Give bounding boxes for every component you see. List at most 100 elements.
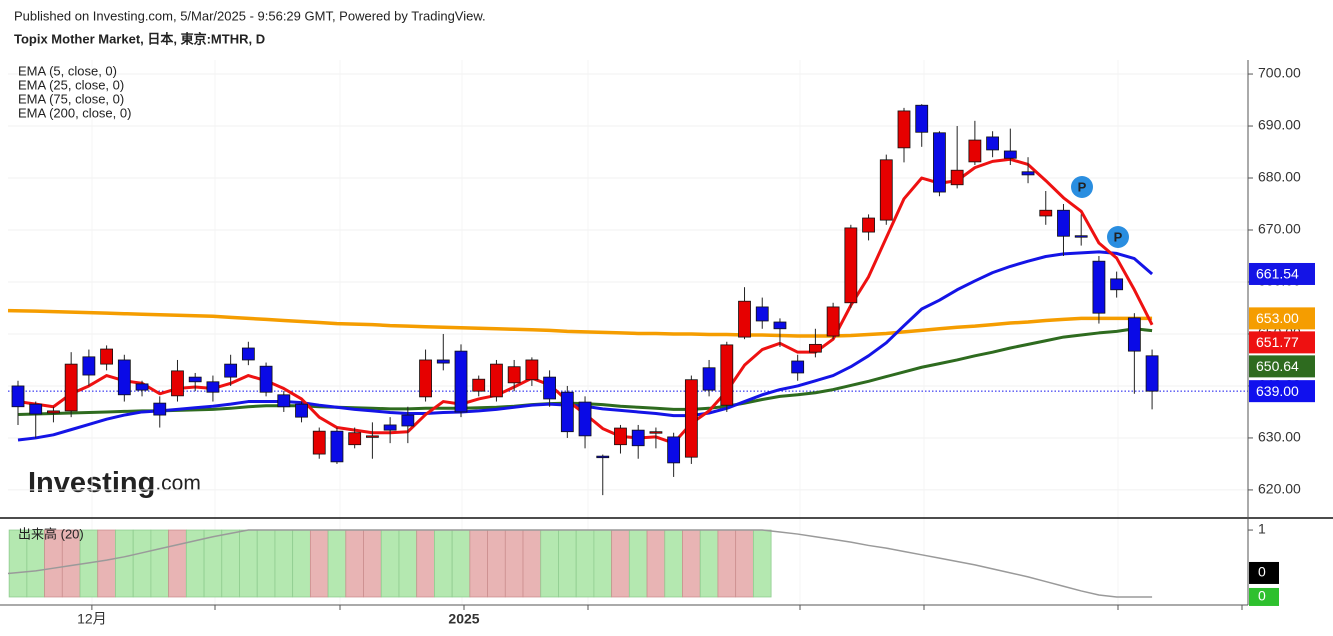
candle-body: [206, 381, 220, 393]
candle-body: [543, 376, 556, 400]
candle-body: [1145, 355, 1159, 392]
candle-body: [1057, 209, 1070, 237]
candle-body: [525, 359, 539, 381]
candle-body: [1110, 278, 1124, 291]
volume-bar: [628, 529, 648, 598]
published-note: Published on Investing.com, 5/Mar/2025 -…: [14, 8, 486, 23]
volume-bar: [487, 529, 506, 598]
candle-body: [614, 427, 627, 446]
candle-body: [844, 227, 858, 304]
candle-body: [401, 414, 415, 427]
candle-body: [578, 401, 592, 437]
candle-body: [117, 359, 131, 396]
price-tag-label: 639.00: [1256, 383, 1299, 399]
candle-body: [472, 378, 486, 392]
candle-body: [720, 344, 734, 406]
chart-title: Topix Mother Market, 日本, 東京:MTHR, D: [14, 31, 265, 46]
volume-bar: [416, 529, 435, 598]
candle-body: [968, 139, 982, 163]
x-tick-label: 2025: [448, 611, 479, 627]
volume-bar: [540, 529, 559, 598]
volume-bar: [469, 529, 488, 598]
ema-line: [7, 308, 1153, 338]
volume-bar: [168, 529, 187, 598]
volume-bar: [593, 529, 613, 598]
candle-body: [436, 359, 450, 364]
candle-body: [365, 435, 379, 438]
volume-bar: [451, 529, 471, 598]
candle-body: [1003, 150, 1017, 159]
price-tag: [1249, 355, 1315, 378]
candle-body: [259, 365, 273, 393]
price-tag: [1249, 331, 1315, 354]
y-tick-label: 670.00: [1258, 221, 1301, 237]
volume-tag-label: 0: [1258, 588, 1266, 604]
price-tag-label: 651.77: [1256, 334, 1299, 350]
price-tag: [1249, 262, 1315, 285]
candle-body: [755, 306, 769, 322]
legend-entry: EMA (25, close, 0): [18, 77, 124, 92]
volume-bar: [522, 529, 542, 598]
volume-bar: [150, 529, 170, 598]
volume-label: 出来高 (20): [18, 526, 84, 541]
volume-bar: [682, 529, 701, 598]
candle-body: [419, 359, 432, 398]
volume-bar: [398, 529, 418, 598]
candle-body: [933, 132, 946, 193]
candle-body: [330, 430, 344, 463]
volume-bar: [611, 529, 630, 598]
candle-body: [348, 432, 362, 446]
candle-body: [171, 370, 184, 397]
volume-bar: [664, 529, 683, 598]
pivot-marker-label: P: [1078, 179, 1087, 194]
candle-body: [47, 410, 60, 414]
volume-bar: [221, 529, 240, 598]
candle-body: [454, 350, 468, 413]
candle-body: [862, 217, 875, 233]
y-tick-label: 630.00: [1258, 429, 1301, 445]
candle-body: [135, 383, 149, 391]
candle-body: [986, 136, 999, 151]
volume-bar: [575, 529, 595, 598]
candle-body: [490, 363, 503, 398]
volume-bar: [239, 529, 258, 598]
candle-body: [1074, 235, 1088, 238]
candle-body: [1039, 209, 1053, 217]
candle-body: [277, 394, 291, 408]
candle-body: [915, 104, 929, 133]
legend-entry: EMA (5, close, 0): [18, 63, 117, 78]
candle-body: [879, 159, 893, 221]
volume-bar: [434, 529, 453, 598]
volume-bar: [309, 529, 329, 598]
volume-ma-tag-label: 0: [1258, 564, 1266, 580]
volume-bar: [256, 529, 276, 598]
y-tick-label: 680.00: [1258, 169, 1301, 185]
candle-body: [507, 366, 521, 384]
candle-body: [383, 424, 397, 431]
volume-bar: [132, 529, 152, 598]
candle-body: [64, 363, 78, 412]
volume-bar: [274, 529, 294, 598]
volume-y-tick-label: 1: [1258, 521, 1266, 537]
y-tick-label: 620.00: [1258, 481, 1301, 497]
candle-body: [897, 110, 911, 149]
candle-body: [773, 321, 787, 330]
candle-body: [312, 430, 326, 455]
candle-body: [82, 356, 96, 376]
pivot-marker-label: P: [1114, 229, 1123, 244]
candle-body: [241, 347, 255, 361]
volume-bar: [735, 529, 754, 598]
volume-bar: [558, 529, 577, 598]
volume-bar: [752, 529, 772, 598]
pivot-marker: [1107, 226, 1129, 248]
volume-tag: [1249, 587, 1279, 606]
legend-entry: EMA (75, close, 0): [18, 91, 124, 106]
volume-bar: [327, 529, 347, 598]
x-axis-ticks: [214, 605, 1243, 610]
volume-bar: [345, 529, 364, 598]
volume-bar: [380, 529, 400, 598]
candle-body: [596, 455, 610, 459]
x-tick-label: 12月: [77, 611, 107, 627]
candle-body: [738, 300, 751, 338]
